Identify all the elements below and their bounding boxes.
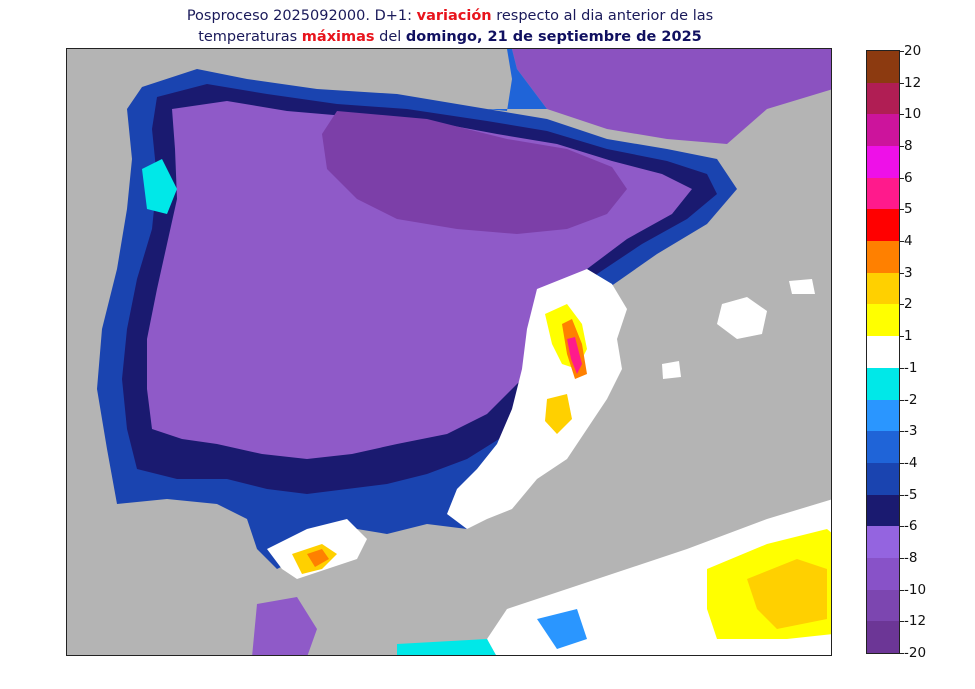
title-highlight-maximas: máximas bbox=[301, 29, 375, 45]
title-date: domingo, 21 de septiembre de 2025 bbox=[405, 29, 702, 45]
title-line-2: temperaturas máximas del domingo, 21 de … bbox=[60, 27, 840, 48]
colorbar-tick-mark bbox=[900, 114, 904, 116]
colorbar-tick-mark bbox=[900, 146, 904, 148]
map-canvas bbox=[67, 49, 831, 655]
colorbar-tick-mark bbox=[900, 336, 904, 338]
colorbar-tick-label: -20 bbox=[904, 645, 927, 661]
colorbar bbox=[866, 50, 900, 654]
colorbar-segment bbox=[867, 304, 899, 337]
title-suffix: respecto al dia anterior de las bbox=[491, 8, 714, 24]
africa-warm-gold bbox=[747, 559, 827, 629]
colorbar-tick-label: 5 bbox=[904, 201, 913, 218]
galicia-cyan bbox=[142, 159, 177, 214]
colorbar-tick-label: -8 bbox=[904, 549, 918, 566]
colorbar-segment bbox=[867, 494, 899, 527]
colorbar-segment bbox=[867, 462, 899, 496]
colorbar-segment bbox=[867, 589, 899, 622]
colorbar-tick-label: 6 bbox=[904, 169, 913, 186]
colorbar-tick-label: 3 bbox=[904, 264, 913, 281]
colorbar-segment bbox=[867, 82, 899, 115]
colorbar-tick-mark bbox=[900, 241, 904, 243]
colorbar-tick-mark bbox=[900, 621, 904, 623]
colorbar-tick-mark bbox=[900, 494, 904, 496]
colorbar-segment bbox=[867, 557, 899, 591]
colorbar-tick-label: 4 bbox=[904, 233, 913, 250]
colorbar-tick-mark bbox=[900, 209, 904, 211]
colorbar-tick-mark bbox=[900, 462, 904, 464]
colorbar-tick-mark bbox=[900, 653, 904, 654]
temperature-change-map bbox=[66, 48, 832, 656]
colorbar-segment bbox=[867, 367, 899, 400]
colorbar-segment bbox=[867, 431, 899, 464]
colorbar-tick-mark bbox=[900, 51, 904, 52]
menorca bbox=[789, 279, 815, 294]
africa-cyan bbox=[397, 639, 496, 655]
mallorca bbox=[717, 297, 767, 339]
colorbar-segment bbox=[867, 272, 899, 305]
colorbar-segment bbox=[867, 177, 899, 210]
colorbar-tick-mark bbox=[900, 272, 904, 274]
colorbar-tick-label: -6 bbox=[904, 518, 918, 535]
colorbar-tick-label: -2 bbox=[904, 391, 918, 408]
colorbar-tick-label: 20 bbox=[904, 43, 922, 59]
colorbar-tick-label: 10 bbox=[904, 106, 922, 123]
title-middle: del bbox=[374, 29, 406, 45]
africa-cool-patch bbox=[537, 609, 587, 649]
valencia-warm-core bbox=[567, 337, 582, 374]
colorbar-tick-mark bbox=[900, 431, 904, 433]
north-plateau-dark bbox=[322, 111, 627, 234]
colorbar-tick-label: -10 bbox=[904, 581, 927, 598]
colorbar-tick-mark bbox=[900, 304, 904, 306]
colorbar-segment bbox=[867, 51, 899, 84]
colorbar-segment bbox=[867, 526, 899, 559]
malaga-warm-core bbox=[307, 549, 329, 567]
colorbar-tick-label: 1 bbox=[904, 328, 913, 345]
colorbar-segment bbox=[867, 209, 899, 242]
title-line-1: Posproceso 2025092000. D+1: variación re… bbox=[60, 6, 840, 27]
morocco-north bbox=[252, 597, 317, 655]
colorbar-tick-mark bbox=[900, 526, 904, 528]
ibiza bbox=[662, 361, 681, 379]
colorbar-tick-mark bbox=[900, 589, 904, 591]
alicante-warm bbox=[545, 394, 572, 434]
colorbar-segment bbox=[867, 399, 899, 432]
colorbar-segment bbox=[867, 621, 899, 654]
colorbar-tick-mark bbox=[900, 367, 904, 369]
colorbar-segment bbox=[867, 114, 899, 147]
title-highlight-variacion: variación bbox=[416, 8, 492, 24]
colorbar-tick-mark bbox=[900, 557, 904, 559]
colorbar-segment bbox=[867, 146, 899, 179]
colorbar-tick-label: -3 bbox=[904, 423, 918, 440]
colorbar-segment bbox=[867, 336, 899, 369]
title-prefix: Posproceso 2025092000. D+1: bbox=[186, 8, 417, 24]
colorbar-tick-label: -5 bbox=[904, 486, 918, 503]
colorbar-tick-label: -12 bbox=[904, 613, 927, 630]
france-region bbox=[512, 49, 831, 144]
colorbar-tick-label: 2 bbox=[904, 296, 913, 313]
pyrenees-band bbox=[487, 49, 547, 111]
colorbar-tick-label: -4 bbox=[904, 454, 918, 471]
colorbar-segment bbox=[867, 241, 899, 274]
map-title: Posproceso 2025092000. D+1: variación re… bbox=[60, 6, 840, 48]
colorbar-tick-label: 8 bbox=[904, 138, 913, 155]
colorbar-tick-mark bbox=[900, 177, 904, 179]
colorbar-tick-mark bbox=[900, 399, 904, 401]
colorbar-tick-label: 12 bbox=[904, 74, 922, 91]
title-prefix-2: temperaturas bbox=[198, 29, 302, 45]
colorbar-tick-label: -1 bbox=[904, 359, 918, 376]
colorbar-tick-mark bbox=[900, 82, 904, 84]
